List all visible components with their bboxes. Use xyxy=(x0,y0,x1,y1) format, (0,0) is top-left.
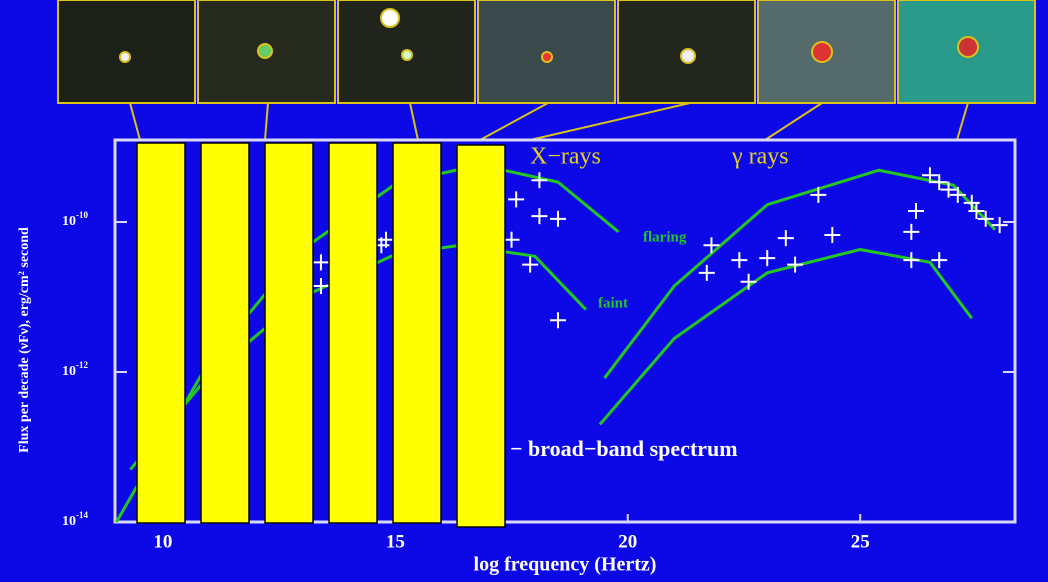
y-axis-label: Flux per decade (νFν), erg/cm² second xyxy=(17,227,32,453)
y-tick-base: 10 xyxy=(62,514,76,529)
x-tick-label: 25 xyxy=(851,531,870,552)
y-tick-exponent: -12 xyxy=(76,360,88,370)
chart-caption: − broad−band spectrum xyxy=(510,436,738,461)
y-tick-exponent: -10 xyxy=(76,210,88,220)
series-label: faint xyxy=(598,295,628,311)
x-tick-label: 20 xyxy=(618,531,637,552)
chart: Flux per decade (νFν), erg/cm² second lo… xyxy=(0,0,1048,582)
x-axis-label: log frequency (Hertz) xyxy=(474,554,657,576)
band-label: X−rays xyxy=(530,144,601,170)
y-tick-exponent: -14 xyxy=(76,510,88,520)
x-tick-label: 10 xyxy=(153,531,172,552)
y-tick-base: 10 xyxy=(62,214,76,229)
series-label: flaring xyxy=(643,229,687,245)
band-label: γ rays xyxy=(731,144,789,170)
x-tick-label: 15 xyxy=(386,531,405,552)
y-tick-base: 10 xyxy=(62,364,76,379)
